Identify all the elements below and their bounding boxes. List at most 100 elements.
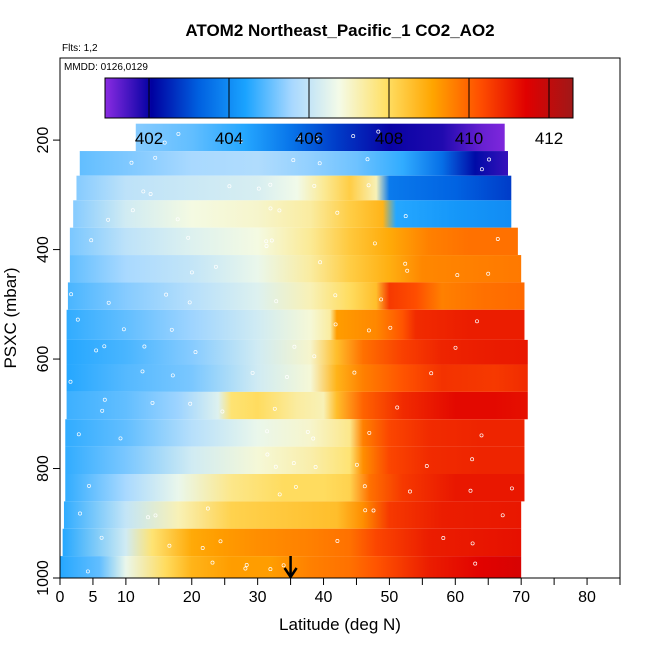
sample-point — [509, 486, 514, 491]
heatmap-band — [69, 227, 518, 256]
sample-point — [314, 136, 319, 141]
sample-point — [87, 483, 91, 488]
x-tick-label: 20 — [183, 589, 201, 606]
sample-point — [379, 297, 384, 302]
sample-point — [292, 344, 297, 349]
sample-point — [367, 430, 372, 435]
sample-point — [264, 244, 269, 248]
latitude-marker-arrow — [283, 556, 298, 580]
sample-point — [313, 465, 318, 469]
heatmap-band — [62, 528, 522, 557]
sample-point — [408, 489, 412, 494]
sample-point — [243, 566, 248, 571]
sample-point — [268, 206, 273, 211]
x-tick-label: 30 — [249, 589, 267, 606]
sample-point — [487, 157, 491, 162]
heatmap-band — [66, 391, 528, 420]
sample-point — [213, 264, 218, 269]
marker-head — [283, 567, 298, 580]
sample-point — [68, 379, 73, 384]
sample-point — [210, 560, 215, 565]
sample-point — [146, 515, 150, 520]
sample-point — [102, 344, 107, 349]
sample-point — [69, 292, 74, 297]
sample-point — [293, 484, 298, 489]
sample-point — [403, 214, 408, 219]
x-axis: 0 5 10 20 30 40 50 60 70 80 — [56, 578, 621, 606]
sample-point — [291, 158, 296, 163]
sample-point — [272, 406, 277, 411]
sample-point — [335, 539, 340, 543]
sample-point — [94, 348, 99, 353]
sample-point — [118, 436, 123, 441]
x-tick-label: 70 — [512, 589, 530, 606]
sample-point — [388, 325, 393, 330]
sample-point — [274, 299, 279, 304]
flights-label: Flts: 1,2 — [62, 43, 98, 54]
sample-point — [312, 183, 317, 188]
colorbar-tick-label: 412 — [535, 129, 563, 148]
sample-point — [366, 328, 371, 333]
sample-point — [335, 210, 340, 215]
sample-point — [218, 539, 223, 544]
colorbar-gradient — [104, 77, 574, 119]
x-tick-label: 10 — [117, 589, 135, 606]
x-tick-label: 40 — [315, 589, 333, 606]
sample-point — [441, 536, 446, 540]
sample-point — [153, 513, 158, 518]
colorbar-tick-label: 402 — [135, 129, 163, 148]
sample-point — [363, 508, 368, 513]
sample-point — [297, 135, 302, 140]
sample-point — [277, 208, 282, 213]
sample-point — [170, 373, 175, 378]
sample-point — [291, 461, 296, 466]
sample-point — [176, 131, 181, 136]
sample-point — [200, 546, 205, 550]
sample-point — [193, 350, 198, 355]
sample-point — [312, 354, 317, 359]
y-axis: 200 400 600 800 1000 — [35, 127, 60, 596]
heatmap-band — [66, 364, 528, 392]
x-tick-label: 0 — [56, 589, 65, 606]
sample-point — [479, 167, 484, 172]
heatmap-band — [69, 255, 522, 283]
sample-point — [317, 161, 322, 166]
sample-point — [475, 319, 479, 324]
sample-point — [311, 436, 316, 441]
sample-point — [85, 569, 90, 574]
sample-point — [130, 208, 135, 213]
sample-point — [273, 464, 278, 469]
colorbar-tick-label: 408 — [375, 129, 403, 148]
sample-point — [188, 401, 193, 406]
sample-point — [89, 238, 94, 243]
sample-point — [227, 184, 232, 189]
sample-point — [470, 541, 475, 546]
sample-point — [140, 369, 145, 374]
heatmap-band — [65, 474, 525, 502]
sample-point — [351, 134, 356, 139]
sample-point — [189, 270, 194, 275]
sample-point — [486, 271, 491, 276]
sample-point — [424, 464, 429, 468]
heatmap-band — [76, 175, 512, 201]
sample-point — [153, 155, 158, 160]
sample-point — [169, 327, 174, 332]
sample-point — [453, 345, 458, 350]
sample-point — [352, 370, 357, 375]
sample-point — [470, 457, 475, 462]
heatmap-band — [135, 123, 505, 152]
sample-point — [495, 237, 500, 241]
sample-point — [186, 235, 191, 240]
sample-point — [405, 268, 410, 273]
sample-point — [372, 241, 377, 246]
sample-point — [164, 292, 169, 297]
plot-frame — [59, 57, 621, 579]
sample-point — [167, 543, 172, 548]
y-axis-label: PSXC (mbar) — [1, 267, 20, 368]
sample-point — [220, 409, 225, 414]
x-axis-label: Latitude (deg N) — [279, 615, 401, 634]
sample-point — [141, 189, 146, 194]
sample-point — [354, 462, 359, 467]
sample-point — [106, 300, 111, 305]
sample-point — [479, 433, 484, 438]
